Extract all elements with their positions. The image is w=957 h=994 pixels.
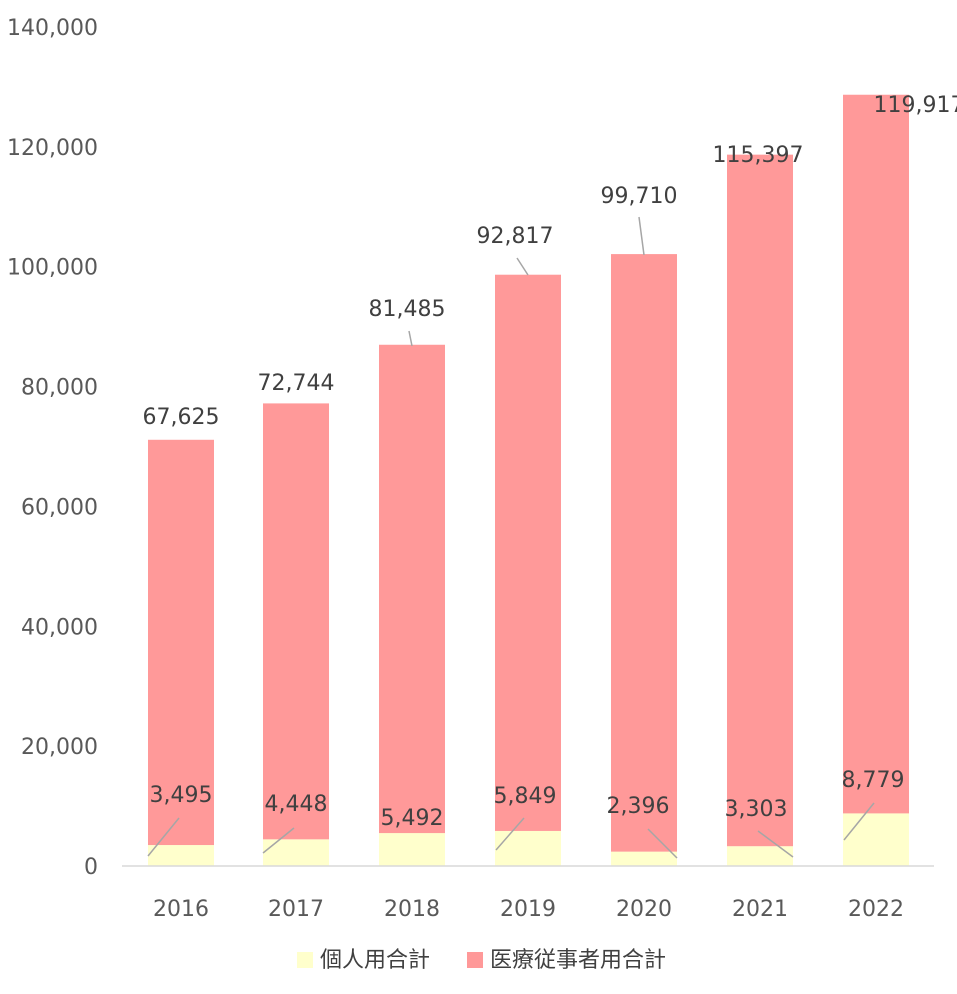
bars — [148, 94, 909, 866]
y-tick-label: 0 — [84, 855, 98, 880]
bar-segment-personal — [263, 839, 329, 866]
bar-segment-personal — [495, 830, 561, 866]
bar-segment-personal — [727, 846, 793, 866]
data-label-medical: 115,397 — [713, 143, 804, 168]
legend-label-medical: 医療従事者用合計 — [490, 948, 666, 973]
legend: 個人用合計 医療従事者用合計 — [297, 948, 666, 973]
legend-swatch-medical — [467, 952, 483, 968]
x-tick-label: 2020 — [616, 897, 672, 922]
data-label-personal: 3,495 — [150, 783, 213, 808]
leader-line — [495, 817, 525, 851]
bar-segment-personal — [148, 845, 214, 866]
y-tick-label: 40,000 — [21, 615, 98, 640]
data-label-medical: 67,625 — [143, 405, 220, 430]
leader-line — [408, 330, 413, 347]
data-label-medical: 99,710 — [601, 184, 678, 209]
x-tick-label: 2019 — [500, 897, 556, 922]
leader-line — [262, 827, 295, 854]
leader-line — [638, 216, 645, 256]
data-label-personal: 5,849 — [494, 784, 557, 809]
x-tick-label: 2022 — [848, 897, 904, 922]
bar-segment-medical — [843, 94, 909, 814]
y-tick-label: 120,000 — [7, 136, 98, 161]
leader-line — [147, 817, 180, 857]
data-label-personal: 4,448 — [265, 792, 328, 817]
data-label-personal: 3,303 — [725, 797, 788, 822]
leader-line — [516, 257, 529, 276]
bar-segment-medical — [263, 403, 329, 840]
bar-segment-medical — [379, 344, 445, 834]
x-tick-label: 2017 — [268, 897, 324, 922]
legend-label-personal: 個人用合計 — [320, 948, 430, 973]
y-tick-label: 140,000 — [7, 16, 98, 41]
data-label-personal: 5,492 — [381, 806, 444, 831]
y-tick-label: 60,000 — [21, 495, 98, 520]
bar-segment-medical — [611, 254, 677, 852]
y-tick-label: 20,000 — [21, 735, 98, 760]
y-axis-tick-labels: 0 20,000 40,000 60,000 80,000 100,000 120,000 1… — [7, 16, 98, 880]
y-tick-label: 80,000 — [21, 376, 98, 401]
data-label-personal: 2,396 — [607, 794, 670, 819]
data-label-medical: 92,817 — [477, 224, 554, 249]
data-label-medical: 72,744 — [258, 371, 335, 396]
x-axis-tick-labels: 2016 2017 2018 2019 2020 2021 2022 — [153, 897, 904, 922]
leader-line — [757, 830, 794, 858]
bar-segment-personal — [379, 833, 445, 866]
data-label-medical: 81,485 — [369, 297, 446, 322]
leader-lines — [147, 216, 875, 859]
bar-segment-medical — [495, 274, 561, 831]
leader-line — [647, 828, 678, 859]
x-tick-label: 2018 — [384, 897, 440, 922]
bar-segment-personal — [843, 813, 909, 866]
data-labels: 67,625 72,744 81,485 92,817 99,710 115,397 119… — [143, 93, 957, 831]
leader-line — [843, 802, 875, 841]
y-tick-label: 100,000 — [7, 256, 98, 281]
bar-segment-medical — [148, 439, 214, 846]
x-tick-label: 2016 — [153, 897, 209, 922]
legend-swatch-personal — [297, 952, 313, 968]
bar-segment-personal — [611, 851, 677, 866]
data-label-medical: 119,917 — [874, 93, 957, 118]
bar-segment-medical — [727, 154, 793, 847]
x-tick-label: 2021 — [732, 897, 788, 922]
data-label-personal: 8,779 — [842, 768, 905, 793]
